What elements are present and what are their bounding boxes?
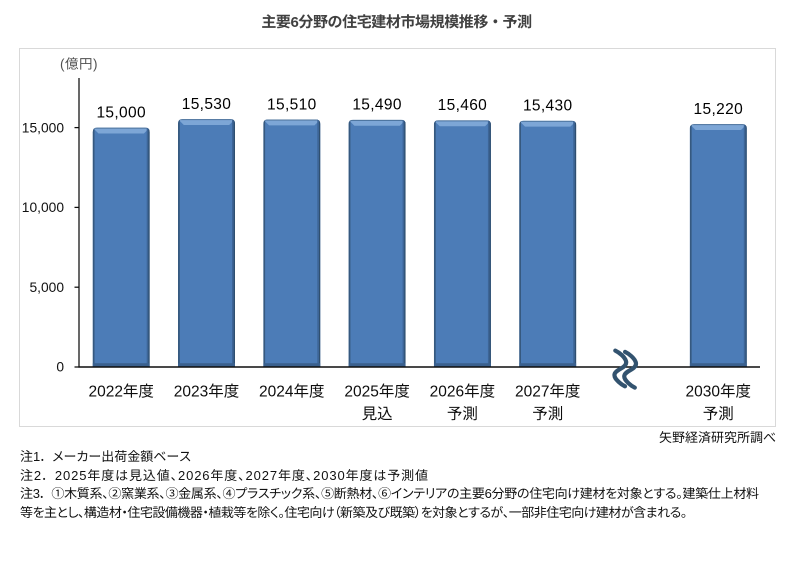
svg-text:15,430: 15,430 xyxy=(523,98,573,115)
svg-text:15,510: 15,510 xyxy=(267,96,317,113)
svg-text:15,490: 15,490 xyxy=(352,97,402,114)
svg-text:予測: 予測 xyxy=(703,405,734,423)
svg-text:2022年度: 2022年度 xyxy=(88,383,153,401)
svg-text:2030年度: 2030年度 xyxy=(686,383,751,401)
svg-text:10,000: 10,000 xyxy=(22,200,65,215)
svg-text:(億円): (億円) xyxy=(60,57,98,72)
svg-text:2025年度: 2025年度 xyxy=(344,383,409,401)
svg-text:2027年度: 2027年度 xyxy=(515,383,580,401)
svg-text:2024年度: 2024年度 xyxy=(259,383,324,401)
svg-text:0: 0 xyxy=(56,360,64,375)
svg-text:予測: 予測 xyxy=(447,405,478,423)
svg-text:15,220: 15,220 xyxy=(694,101,744,118)
svg-text:15,000: 15,000 xyxy=(22,120,65,135)
svg-text:見込: 見込 xyxy=(362,406,393,423)
svg-text:15,460: 15,460 xyxy=(438,97,488,114)
svg-text:2023年度: 2023年度 xyxy=(174,383,239,401)
svg-text:予測: 予測 xyxy=(532,405,563,423)
svg-text:5,000: 5,000 xyxy=(29,280,64,295)
svg-text:15,000: 15,000 xyxy=(96,104,146,121)
svg-text:15,530: 15,530 xyxy=(182,96,232,113)
svg-text:2026年度: 2026年度 xyxy=(430,383,495,401)
